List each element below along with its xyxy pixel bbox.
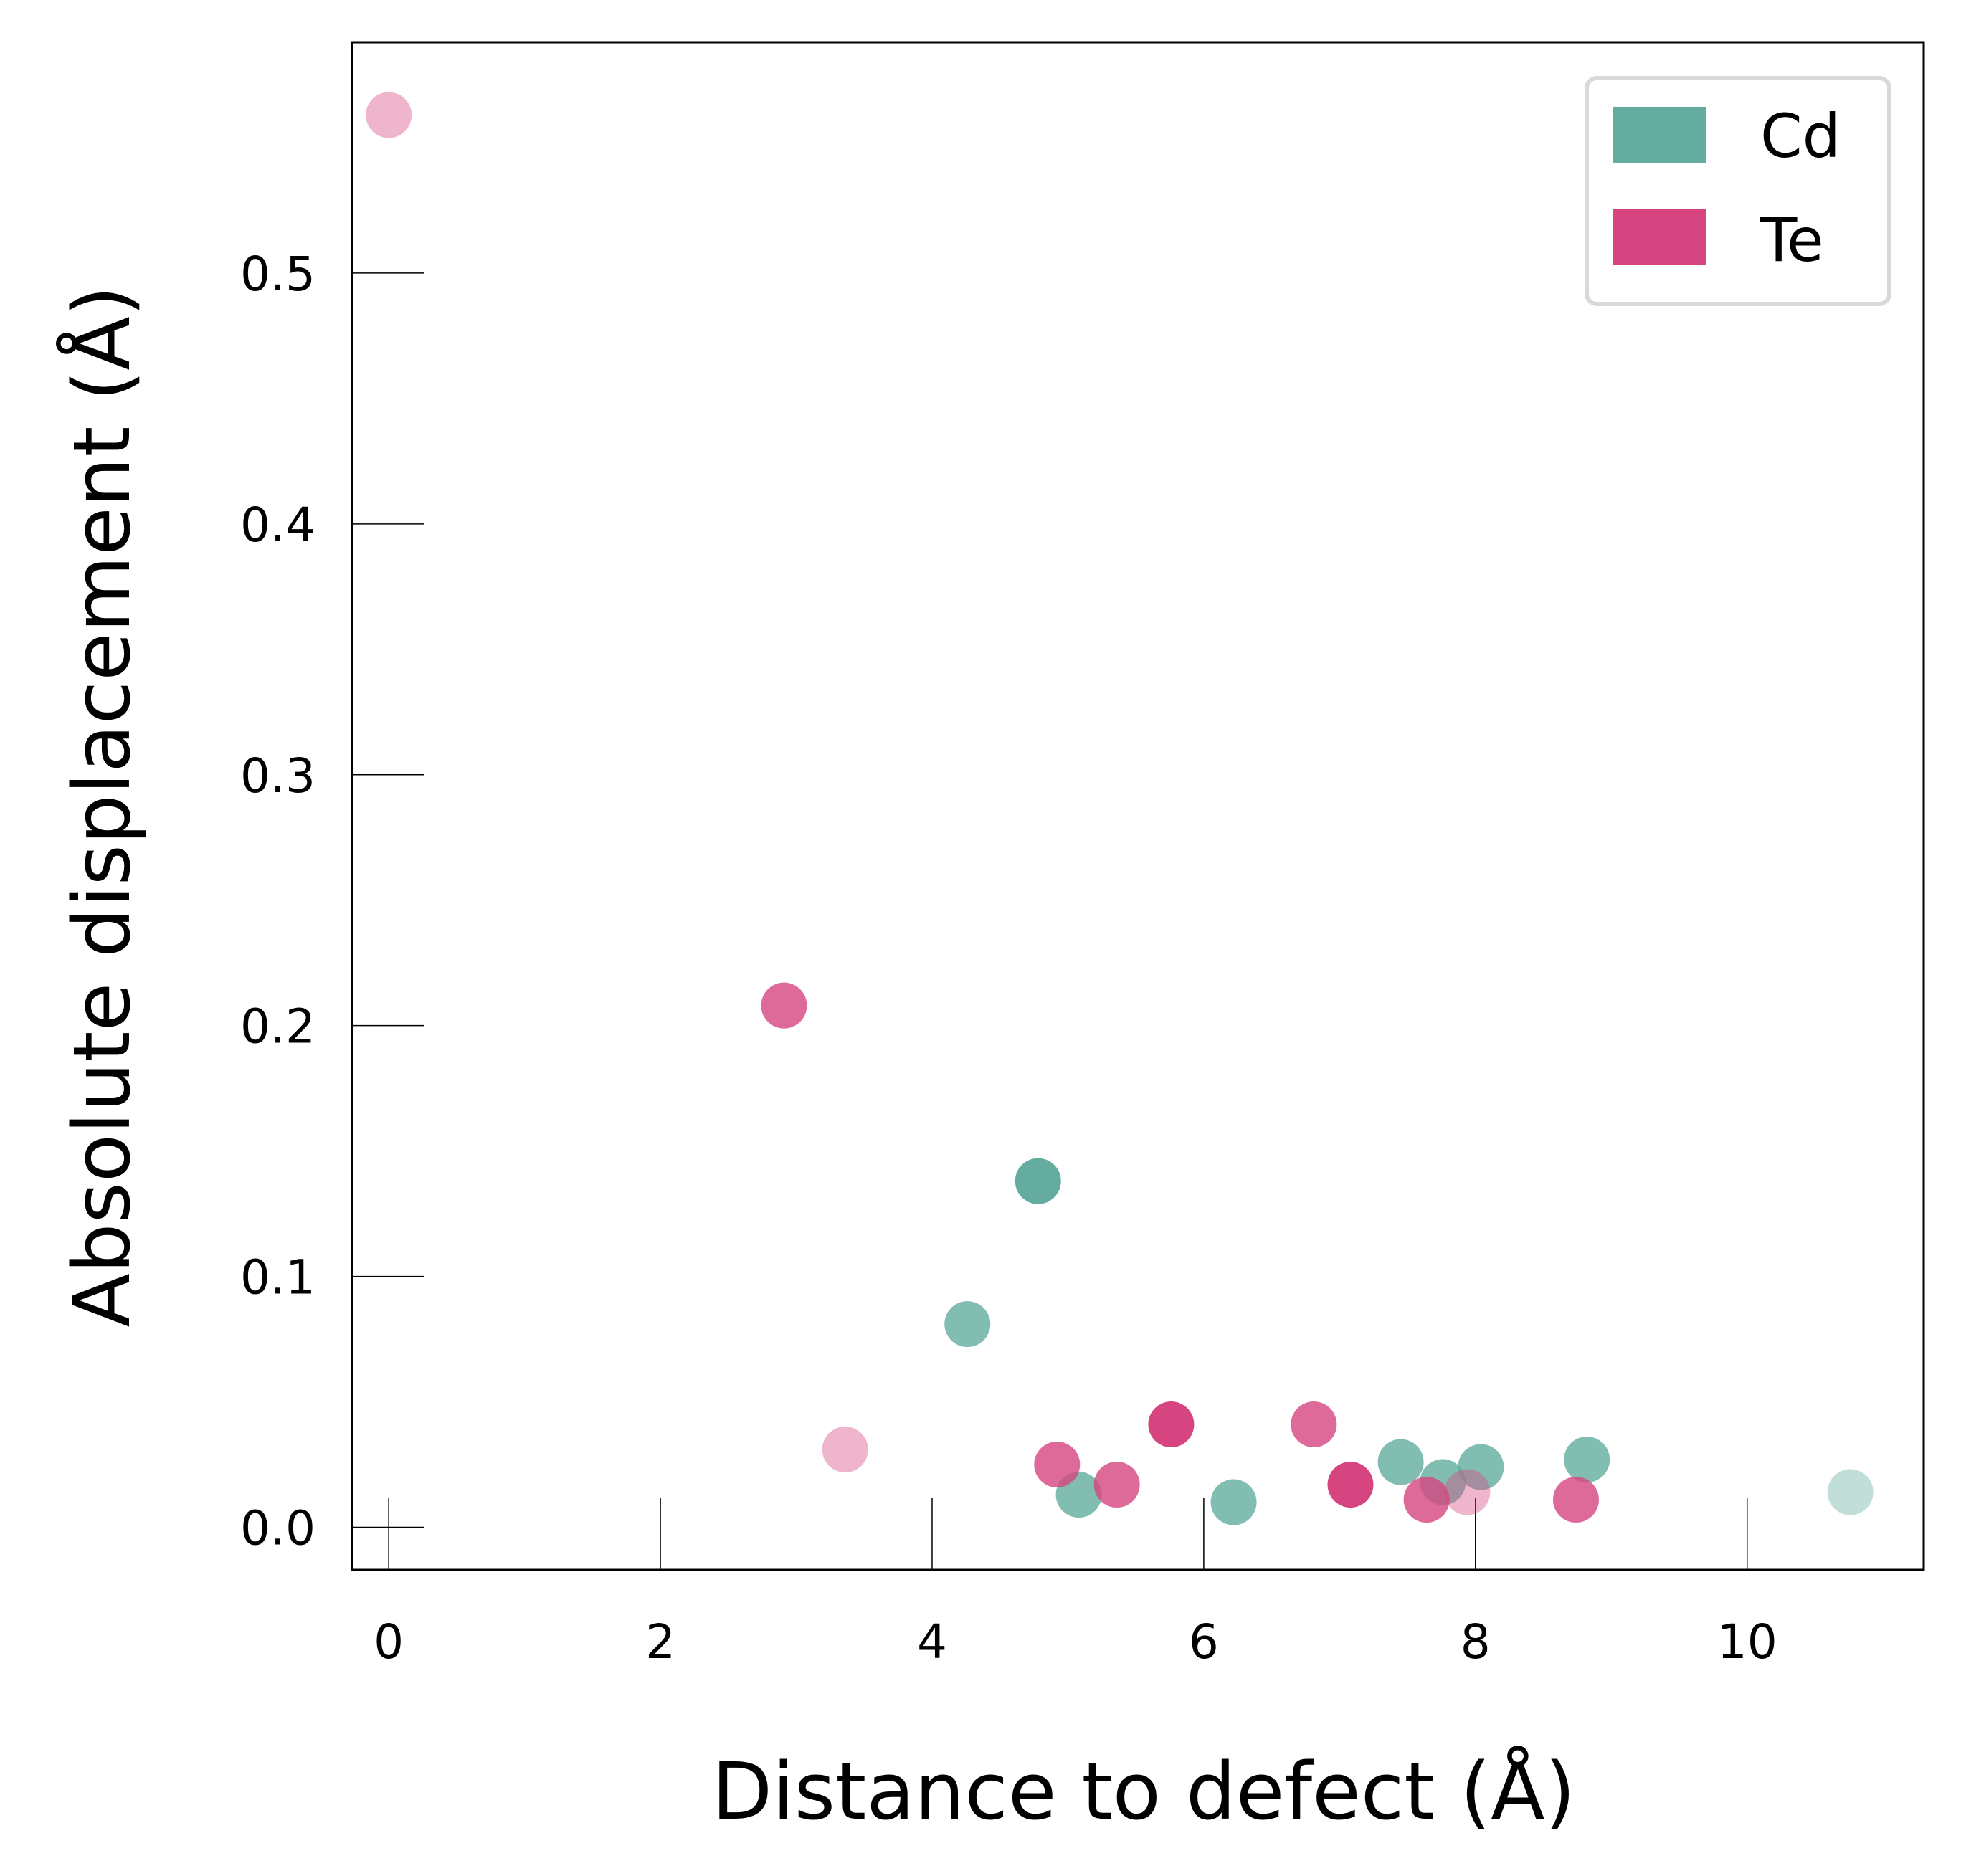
y-axis-label: Absolute displacement (Å) [55,285,148,1327]
data-point-te [1552,1477,1599,1523]
data-point-te [1093,1462,1140,1508]
data-point-te [366,92,412,138]
data-point-te [1291,1401,1337,1448]
data-points [366,92,1874,1525]
x-tick-label: 0 [374,1614,404,1670]
data-point-te [761,982,807,1029]
data-point-cd [1564,1437,1610,1483]
y-tick-label: 0.1 [240,1250,315,1305]
legend: Cd Te [1585,76,1891,306]
data-point-te [1444,1469,1491,1515]
y-tick-label: 0.3 [240,748,315,804]
data-point-cd [1210,1479,1257,1525]
legend-label-cd: Cd [1760,101,1841,171]
x-tick-label: 6 [1189,1614,1219,1670]
data-point-cd [1377,1439,1424,1485]
data-point-te [822,1427,868,1473]
data-point-cd [1458,1444,1504,1490]
legend-swatch-te [1613,209,1706,265]
data-point-te [1034,1442,1081,1488]
x-tick-label: 10 [1717,1614,1777,1670]
x-tick-label: 4 [917,1614,947,1670]
axis-ticks [352,272,1748,1570]
tick-labels: 0 2 4 6 8 10 0.0 0.1 0.2 0.3 0.4 0.5 [240,247,1777,1670]
y-tick-label: 0.4 [240,497,315,553]
legend-label-te: Te [1760,205,1824,275]
x-tick-label: 2 [645,1614,675,1670]
data-point-te [1327,1462,1374,1508]
y-tick-label: 0.5 [240,247,315,302]
legend-swatch-cd [1613,107,1706,163]
y-tick-label: 0.2 [240,999,315,1054]
data-point-te [1148,1401,1195,1448]
x-axis-label: Distance to defect (Å) [712,1745,1576,1837]
x-tick-label: 8 [1461,1614,1491,1670]
plot-frame [351,41,1925,1571]
data-point-cd [1827,1469,1874,1515]
y-tick-label: 0.0 [240,1501,315,1556]
data-point-te [1403,1477,1450,1523]
data-point-cd [944,1301,991,1348]
data-point-cd [1015,1158,1061,1204]
